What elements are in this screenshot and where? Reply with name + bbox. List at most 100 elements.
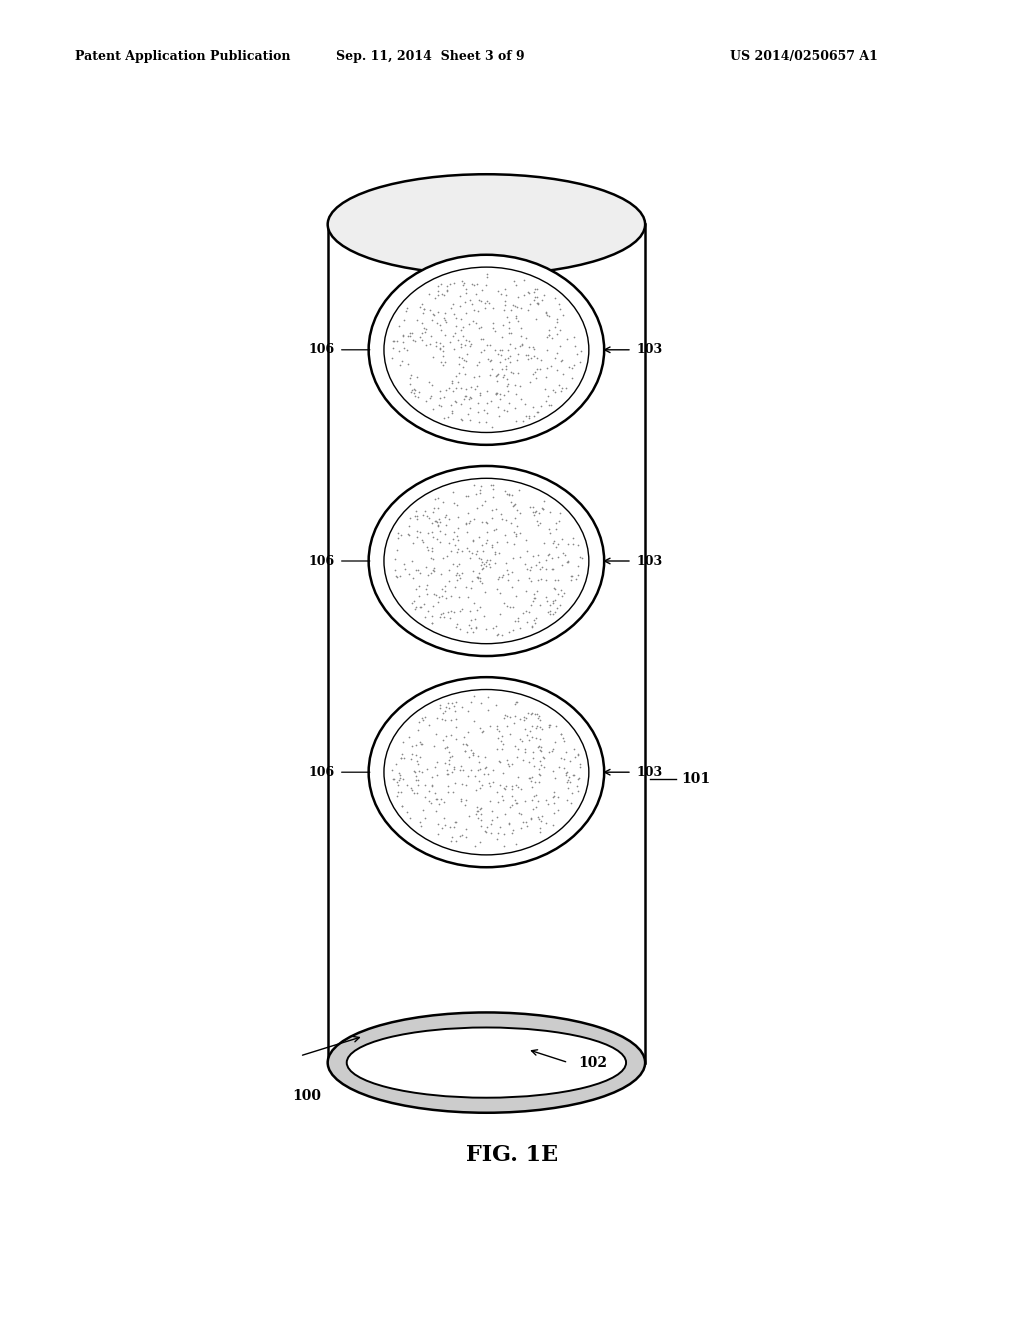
Point [452, 825, 468, 846]
Point [508, 500, 524, 521]
Point [500, 570, 516, 591]
Point [557, 764, 573, 785]
Point [417, 607, 433, 628]
Point [438, 587, 455, 609]
Point [458, 329, 474, 350]
Point [535, 498, 551, 519]
Point [551, 335, 567, 356]
Point [499, 400, 515, 421]
Point [471, 546, 487, 568]
Point [472, 718, 488, 739]
Point [443, 826, 460, 847]
Point [463, 759, 479, 780]
Point [415, 302, 431, 323]
Point [461, 540, 477, 561]
Point [436, 808, 453, 829]
Point [545, 533, 561, 554]
Point [528, 401, 545, 422]
Point [483, 813, 500, 834]
Point [563, 368, 580, 389]
Point [444, 553, 461, 574]
Point [424, 541, 440, 562]
Point [502, 334, 518, 355]
Point [460, 503, 476, 524]
Point [531, 358, 548, 379]
Point [445, 380, 462, 401]
Point [455, 326, 471, 347]
Point [527, 554, 544, 576]
Point [389, 527, 406, 548]
Point [515, 750, 531, 771]
Point [449, 541, 465, 562]
Point [496, 399, 512, 420]
Point [484, 809, 501, 830]
Point [569, 780, 586, 801]
Point [442, 297, 459, 318]
Point [546, 578, 562, 599]
Point [506, 494, 522, 515]
Point [504, 484, 520, 506]
Point [482, 822, 499, 843]
Point [524, 591, 541, 612]
Point [479, 348, 496, 370]
Point [516, 284, 532, 305]
Point [524, 715, 541, 737]
Point [484, 474, 501, 495]
Point [547, 602, 563, 623]
Point [514, 333, 530, 354]
Text: Patent Application Publication: Patent Application Publication [75, 50, 291, 63]
Point [450, 529, 466, 550]
Point [466, 508, 482, 529]
Point [395, 747, 412, 768]
Point [472, 799, 488, 820]
Point [568, 569, 585, 590]
Point [463, 690, 479, 711]
Point [437, 710, 454, 731]
Point [497, 524, 513, 545]
Point [554, 363, 570, 384]
Point [510, 310, 526, 331]
Point [449, 569, 465, 590]
Point [401, 323, 418, 345]
Point [411, 585, 427, 606]
Point [428, 331, 444, 352]
Point [482, 715, 499, 737]
Point [518, 812, 535, 833]
Point [408, 597, 424, 618]
Point [525, 583, 542, 605]
Point [463, 376, 479, 397]
Point [409, 367, 425, 388]
Point [466, 474, 482, 495]
Point [394, 795, 411, 816]
Point [541, 325, 557, 346]
Point [415, 800, 431, 821]
Point [496, 593, 512, 614]
Point [484, 313, 501, 334]
Point [428, 708, 444, 729]
Point [476, 292, 493, 313]
Point [437, 581, 454, 602]
Point [431, 338, 447, 359]
Point [461, 512, 477, 533]
Point [402, 807, 419, 828]
Point [543, 355, 559, 376]
Point [433, 319, 450, 341]
Point [452, 296, 468, 317]
Point [462, 546, 478, 568]
Point [540, 590, 556, 611]
Point [401, 727, 418, 748]
Point [457, 385, 473, 407]
Point [446, 759, 463, 780]
Point [513, 804, 529, 825]
Point [526, 362, 543, 383]
Point [417, 787, 433, 808]
Point [504, 777, 520, 799]
Point [473, 342, 489, 363]
Point [547, 347, 563, 368]
Point [468, 313, 484, 334]
Point [439, 776, 456, 797]
Point [474, 495, 490, 516]
Point [559, 329, 575, 350]
Point [386, 560, 402, 581]
Point [536, 747, 552, 768]
